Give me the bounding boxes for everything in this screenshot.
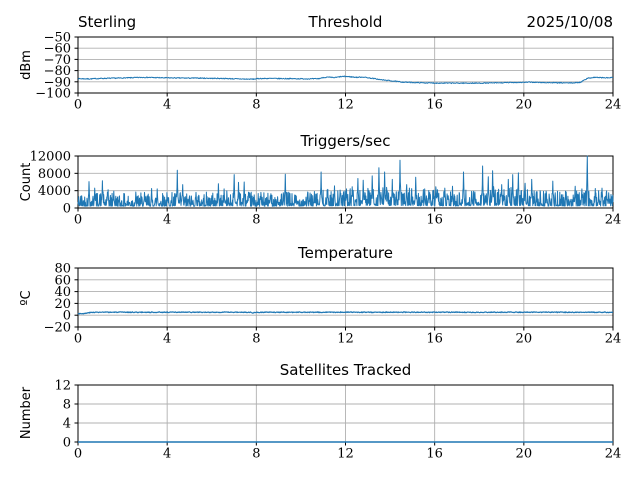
y-tick-label: 8000 bbox=[38, 167, 71, 182]
x-tick-label: 12 bbox=[337, 213, 354, 228]
y-tick-label: −100 bbox=[35, 87, 71, 102]
x-tick-label: 20 bbox=[516, 332, 533, 347]
temperature-ylabel: ºC bbox=[19, 290, 34, 306]
x-tick-label: 4 bbox=[163, 213, 171, 228]
x-tick-label: 24 bbox=[605, 98, 622, 113]
x-tick-label: 16 bbox=[426, 98, 443, 113]
x-tick-label: 12 bbox=[337, 332, 354, 347]
triggers-data-line bbox=[77, 155, 614, 207]
x-tick-label: 20 bbox=[516, 447, 533, 462]
x-tick-label: 16 bbox=[426, 447, 443, 462]
satellites-title: Satellites Tracked bbox=[279, 361, 412, 379]
x-tick-label: 8 bbox=[252, 213, 260, 228]
y-tick-label: 4 bbox=[63, 417, 71, 432]
y-tick-label: −20 bbox=[44, 321, 71, 336]
y-tick-label: 8 bbox=[63, 398, 71, 413]
x-tick-label: 8 bbox=[252, 98, 260, 113]
x-tick-label: 20 bbox=[516, 213, 533, 228]
x-tick-label: 12 bbox=[337, 447, 354, 462]
x-tick-label: 4 bbox=[163, 447, 171, 462]
x-tick-label: 8 bbox=[252, 447, 260, 462]
temperature-data-line bbox=[77, 311, 614, 315]
y-tick-label: 0 bbox=[63, 436, 71, 451]
x-tick-label: 4 bbox=[163, 332, 171, 347]
x-tick-label: 4 bbox=[163, 98, 171, 113]
station-title: Sterling bbox=[78, 13, 137, 31]
threshold-ylabel: dBm bbox=[19, 50, 34, 80]
y-tick-label: 12000 bbox=[30, 150, 71, 165]
y-tick-label: 0 bbox=[63, 309, 71, 324]
y-tick-label: −80 bbox=[44, 64, 71, 79]
x-tick-label: 20 bbox=[516, 98, 533, 113]
x-tick-label: 0 bbox=[74, 332, 82, 347]
y-tick-label: 4000 bbox=[38, 184, 71, 199]
x-tick-label: 0 bbox=[74, 447, 82, 462]
y-tick-label: −50 bbox=[44, 31, 71, 46]
x-tick-label: 8 bbox=[252, 332, 260, 347]
x-tick-label: 16 bbox=[426, 332, 443, 347]
y-tick-label: 12 bbox=[54, 379, 71, 394]
y-tick-label: −90 bbox=[44, 75, 71, 90]
threshold-data-line bbox=[78, 75, 614, 85]
date-label: 2025/10/08 bbox=[526, 13, 613, 31]
temperature-title: Temperature bbox=[297, 244, 394, 262]
x-tick-label: 0 bbox=[74, 98, 82, 113]
y-tick-label: −70 bbox=[44, 53, 71, 68]
triggers-title: Triggers/sec bbox=[300, 132, 391, 150]
x-tick-label: 24 bbox=[605, 447, 622, 462]
y-tick-label: 20 bbox=[54, 297, 71, 312]
threshold-title: Threshold bbox=[308, 13, 383, 31]
x-tick-label: 24 bbox=[605, 213, 622, 228]
y-tick-label: 60 bbox=[54, 273, 71, 288]
triggers-ylabel: Count bbox=[19, 162, 34, 202]
x-tick-label: 0 bbox=[74, 213, 82, 228]
x-tick-label: 16 bbox=[426, 213, 443, 228]
y-tick-label: 80 bbox=[54, 262, 71, 277]
y-tick-label: −60 bbox=[44, 42, 71, 57]
satellites-ylabel: Number bbox=[19, 386, 34, 440]
y-tick-label: 40 bbox=[54, 285, 71, 300]
x-tick-label: 24 bbox=[605, 332, 622, 347]
y-tick-label: 0 bbox=[63, 202, 71, 217]
x-tick-label: 12 bbox=[337, 98, 354, 113]
